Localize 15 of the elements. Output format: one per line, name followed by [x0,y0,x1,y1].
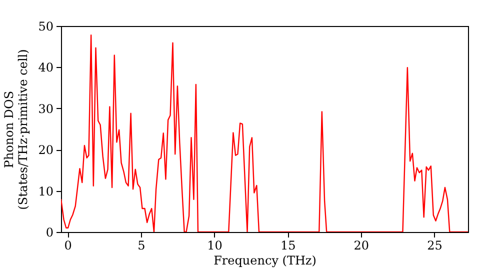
x-tick-label: 5 [138,238,146,252]
y-axis-title: Phonon DOS (States/THz·primitive cell) [2,49,30,210]
x-tick-label: 0 [64,238,72,252]
y-tick-label: 10 [38,184,54,198]
x-tick-label: 20 [354,238,370,252]
y-tick-label: 30 [38,102,54,116]
y-tick-label: 40 [38,60,54,75]
y-tick-label: 0 [46,226,54,240]
x-tick-label: 15 [280,238,296,252]
line-series [61,34,468,232]
x-tick-label: 10 [207,238,222,252]
y-tick-label: 50 [38,20,54,34]
y-tick-label: 20 [38,143,54,158]
x-tick-label: 25 [427,238,442,252]
x-axis-title: Frequency (THz) [214,254,316,268]
